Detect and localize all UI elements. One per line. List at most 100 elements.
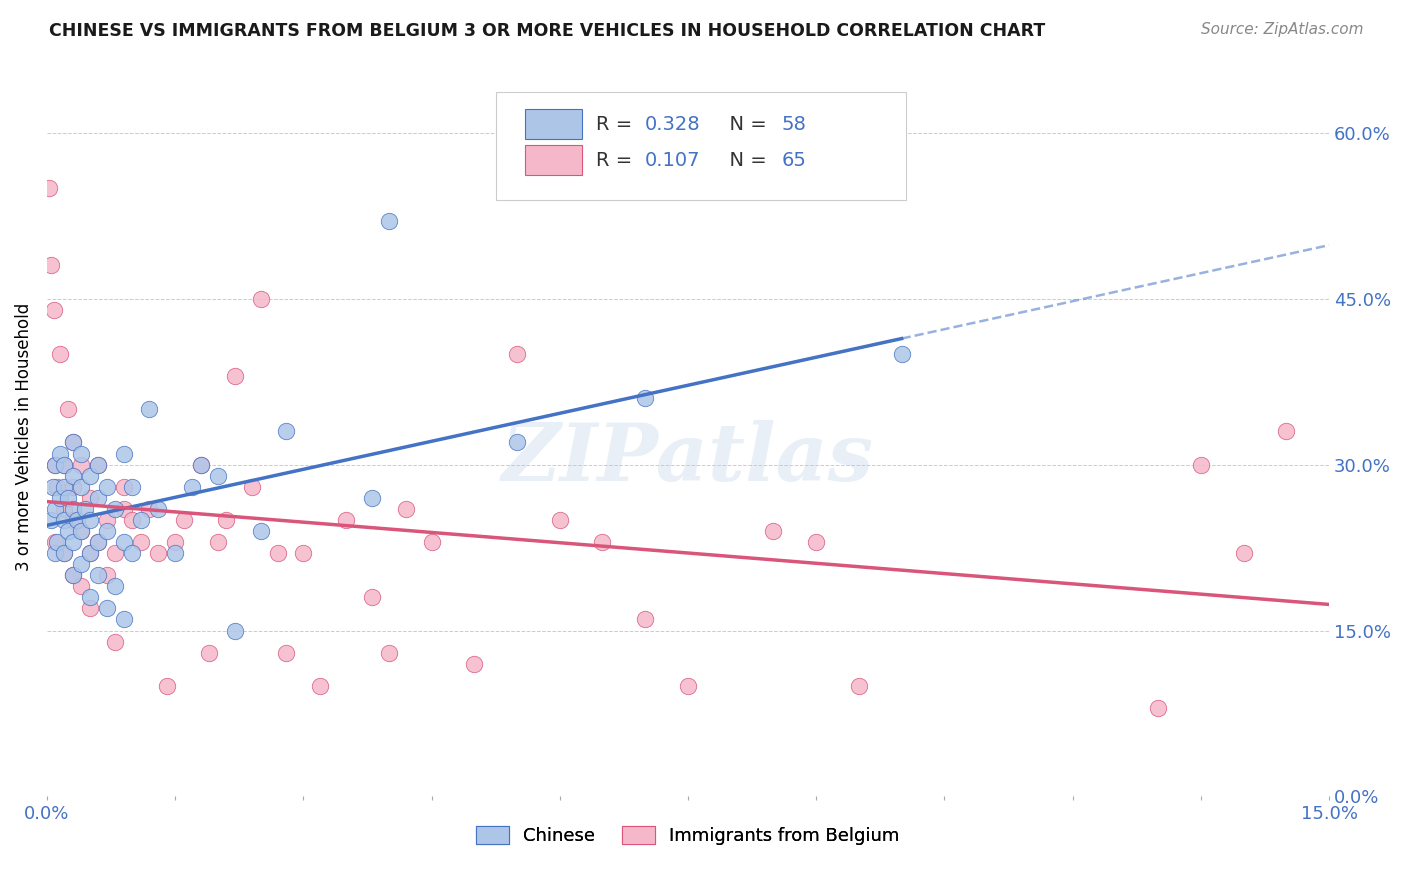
Point — [207, 468, 229, 483]
Y-axis label: 3 or more Vehicles in Household: 3 or more Vehicles in Household — [15, 302, 32, 571]
Text: ZIPatlas: ZIPatlas — [502, 420, 875, 497]
Point — [155, 679, 177, 693]
Point — [70, 579, 93, 593]
Point — [335, 513, 357, 527]
Point — [44, 501, 66, 516]
Point — [173, 513, 195, 527]
Point — [79, 591, 101, 605]
Point — [62, 480, 84, 494]
Point — [96, 480, 118, 494]
Point — [395, 501, 418, 516]
Point — [266, 546, 288, 560]
Point — [634, 612, 657, 626]
Point — [46, 535, 69, 549]
Point — [58, 402, 80, 417]
Point — [207, 535, 229, 549]
Point — [87, 458, 110, 472]
Point — [39, 513, 62, 527]
Point — [112, 501, 135, 516]
Point — [138, 501, 160, 516]
Point — [53, 458, 76, 472]
FancyBboxPatch shape — [524, 145, 582, 175]
Point — [378, 646, 401, 660]
Point — [360, 491, 382, 505]
Point — [79, 601, 101, 615]
Point — [79, 491, 101, 505]
Point — [1147, 701, 1170, 715]
Text: N =: N = — [717, 115, 773, 134]
Point — [70, 524, 93, 538]
Point — [112, 480, 135, 494]
Point — [75, 501, 97, 516]
Point — [62, 435, 84, 450]
Text: R =: R = — [596, 115, 638, 134]
FancyBboxPatch shape — [496, 92, 905, 200]
Text: 65: 65 — [782, 151, 807, 169]
Point — [104, 634, 127, 648]
Point — [762, 524, 785, 538]
Point — [104, 579, 127, 593]
Point — [292, 546, 315, 560]
Point — [70, 480, 93, 494]
Point — [848, 679, 870, 693]
Point — [62, 435, 84, 450]
Point — [165, 535, 187, 549]
Text: 0.328: 0.328 — [644, 115, 700, 134]
Point — [224, 624, 246, 638]
Point — [96, 568, 118, 582]
Point — [378, 214, 401, 228]
Point — [146, 546, 169, 560]
Point — [804, 535, 827, 549]
Point — [79, 546, 101, 560]
Text: R =: R = — [596, 151, 638, 169]
Point — [112, 446, 135, 460]
Point — [1232, 546, 1254, 560]
Point — [592, 535, 614, 549]
Point — [146, 501, 169, 516]
Point — [104, 546, 127, 560]
Point — [249, 524, 271, 538]
Point — [46, 480, 69, 494]
Point — [506, 435, 529, 450]
Point — [129, 513, 152, 527]
Point — [96, 524, 118, 538]
Text: CHINESE VS IMMIGRANTS FROM BELGIUM 3 OR MORE VEHICLES IN HOUSEHOLD CORRELATION C: CHINESE VS IMMIGRANTS FROM BELGIUM 3 OR … — [49, 22, 1046, 40]
Point — [42, 480, 65, 494]
Point — [96, 513, 118, 527]
Point — [87, 535, 110, 549]
FancyBboxPatch shape — [524, 109, 582, 139]
Point — [676, 679, 699, 693]
Point — [62, 468, 84, 483]
Point — [463, 657, 485, 671]
Text: 58: 58 — [782, 115, 807, 134]
Point — [96, 601, 118, 615]
Point — [44, 458, 66, 472]
Point — [44, 546, 66, 560]
Legend: Chinese, Immigrants from Belgium: Chinese, Immigrants from Belgium — [470, 818, 907, 852]
Point — [53, 458, 76, 472]
Point — [129, 535, 152, 549]
Text: N =: N = — [717, 151, 773, 169]
Point — [87, 491, 110, 505]
Point — [249, 292, 271, 306]
Point — [70, 557, 93, 571]
Point — [1189, 458, 1212, 472]
Point — [48, 347, 70, 361]
Point — [48, 491, 70, 505]
Point — [276, 646, 298, 660]
Point — [309, 679, 332, 693]
Point — [53, 501, 76, 516]
Point — [62, 568, 84, 582]
Point — [66, 513, 89, 527]
Point — [634, 391, 657, 405]
Point — [87, 458, 110, 472]
Point — [58, 491, 80, 505]
Point — [890, 347, 912, 361]
Point — [506, 347, 529, 361]
Point — [121, 513, 143, 527]
Point — [44, 458, 66, 472]
Point — [79, 468, 101, 483]
Point — [165, 546, 187, 560]
Point — [62, 568, 84, 582]
Point — [39, 259, 62, 273]
